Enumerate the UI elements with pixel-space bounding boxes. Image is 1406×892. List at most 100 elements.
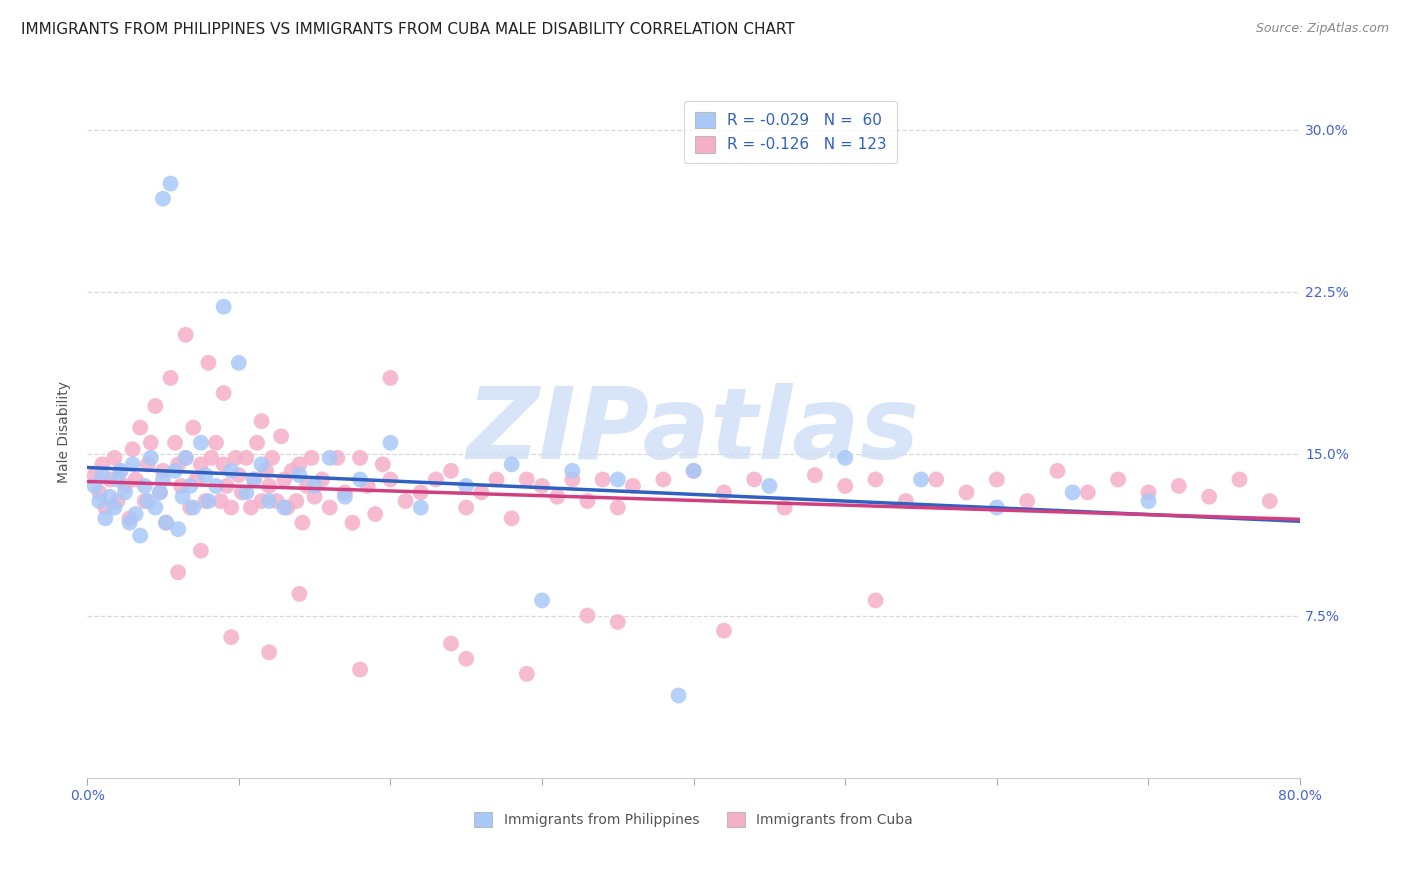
Point: [152, 464, 174, 478]
Point: [219, 630, 242, 644]
Point: [349, 663, 371, 677]
Point: [121, 442, 143, 457]
Point: [239, 500, 262, 515]
Point: [394, 494, 416, 508]
Point: [561, 473, 583, 487]
Point: [276, 500, 298, 515]
Point: [235, 485, 257, 500]
Point: [1077, 485, 1099, 500]
Point: [114, 485, 136, 500]
Point: [228, 468, 250, 483]
Point: [243, 473, 266, 487]
Point: [205, 479, 228, 493]
Point: [94, 511, 117, 525]
Point: [186, 473, 208, 487]
Point: [485, 473, 508, 487]
Point: [98, 473, 121, 487]
Point: [107, 473, 129, 487]
Point: [134, 479, 156, 493]
Text: Source: ZipAtlas.com: Source: ZipAtlas.com: [1256, 22, 1389, 36]
Point: [149, 485, 172, 500]
Point: [311, 473, 333, 487]
Point: [243, 473, 266, 487]
Point: [257, 645, 280, 659]
Point: [190, 543, 212, 558]
Point: [103, 450, 125, 465]
Y-axis label: Male Disability: Male Disability: [58, 381, 72, 483]
Point: [83, 479, 105, 493]
Point: [152, 473, 174, 487]
Point: [197, 494, 219, 508]
Point: [257, 479, 280, 493]
Point: [1167, 479, 1189, 493]
Point: [742, 473, 765, 487]
Point: [91, 458, 114, 472]
Point: [501, 458, 523, 472]
Point: [925, 473, 948, 487]
Point: [288, 587, 311, 601]
Point: [285, 494, 308, 508]
Point: [955, 485, 977, 500]
Point: [530, 593, 553, 607]
Point: [1198, 490, 1220, 504]
Point: [356, 479, 378, 493]
Point: [592, 473, 614, 487]
Point: [174, 327, 197, 342]
Point: [235, 450, 257, 465]
Point: [834, 450, 856, 465]
Point: [713, 485, 735, 500]
Point: [118, 516, 141, 530]
Point: [270, 429, 292, 443]
Point: [516, 666, 538, 681]
Point: [121, 458, 143, 472]
Point: [440, 637, 463, 651]
Point: [190, 458, 212, 472]
Point: [380, 435, 402, 450]
Point: [409, 485, 432, 500]
Point: [172, 490, 194, 504]
Point: [291, 516, 314, 530]
Point: [440, 464, 463, 478]
Point: [212, 458, 235, 472]
Point: [145, 500, 167, 515]
Point: [246, 435, 269, 450]
Point: [288, 458, 311, 472]
Point: [319, 450, 342, 465]
Point: [129, 528, 152, 542]
Point: [167, 566, 190, 580]
Point: [262, 450, 284, 465]
Point: [501, 511, 523, 525]
Point: [225, 450, 247, 465]
Point: [200, 450, 222, 465]
Point: [174, 450, 197, 465]
Point: [254, 464, 277, 478]
Point: [713, 624, 735, 638]
Point: [273, 473, 295, 487]
Point: [606, 615, 628, 629]
Point: [986, 473, 1008, 487]
Point: [910, 473, 932, 487]
Point: [865, 593, 887, 607]
Point: [364, 507, 387, 521]
Point: [576, 494, 599, 508]
Point: [179, 479, 201, 493]
Point: [758, 479, 780, 493]
Point: [181, 420, 204, 434]
Point: [349, 450, 371, 465]
Point: [194, 468, 217, 483]
Point: [470, 485, 492, 500]
Point: [342, 516, 364, 530]
Point: [409, 500, 432, 515]
Point: [136, 494, 159, 508]
Point: [1017, 494, 1039, 508]
Point: [1137, 494, 1160, 508]
Point: [103, 500, 125, 515]
Point: [606, 500, 628, 515]
Point: [167, 458, 190, 472]
Point: [209, 494, 232, 508]
Point: [380, 473, 402, 487]
Point: [118, 511, 141, 525]
Point: [197, 356, 219, 370]
Point: [834, 479, 856, 493]
Point: [546, 490, 568, 504]
